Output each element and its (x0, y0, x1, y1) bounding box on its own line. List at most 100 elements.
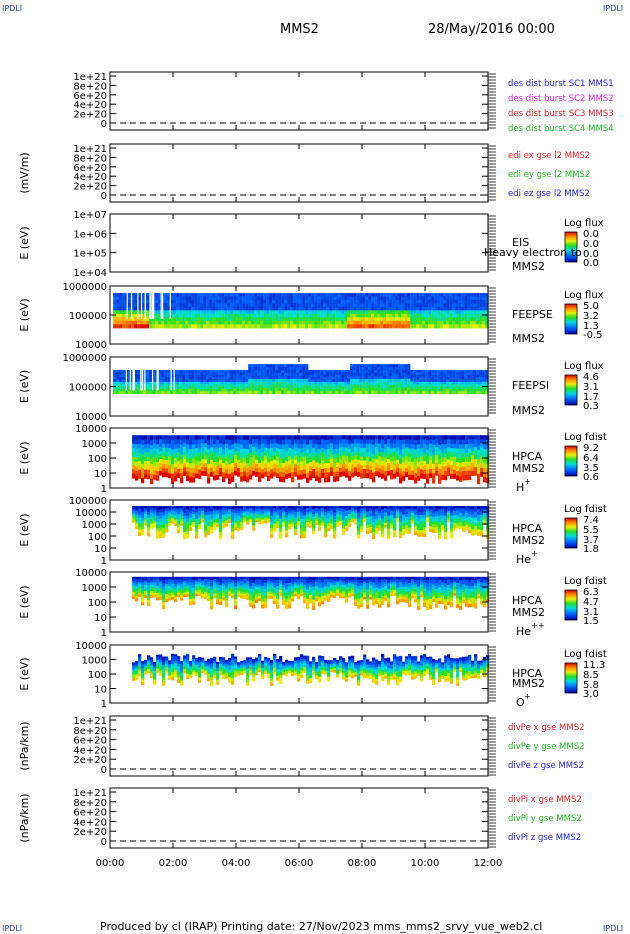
spectrogram-cell (378, 513, 382, 517)
spectrogram-cell (206, 296, 210, 301)
spectrogram-cell (162, 506, 166, 510)
spectrogram-cell (146, 306, 150, 311)
spectrogram-cell (351, 468, 355, 474)
spectrogram-cell (372, 509, 376, 514)
spectrogram-cell (326, 317, 330, 322)
spectrogram-cell (182, 372, 186, 376)
spectrogram-cell (245, 374, 249, 378)
spectrogram-cell (204, 506, 208, 510)
spectrogram-cell (281, 369, 285, 374)
spectrogram-cell (227, 384, 231, 388)
spectrogram-cell (422, 296, 426, 301)
spectrogram-cell (393, 518, 397, 522)
spectrogram-cell (326, 299, 330, 304)
spectrogram-cell (278, 310, 282, 315)
spectrogram-cell (191, 386, 195, 390)
spectrogram-cell (461, 306, 465, 311)
spectrogram-cell (378, 447, 382, 453)
spectrogram-cell (147, 435, 151, 441)
spectrogram-cell (216, 466, 220, 472)
spectrogram-cell (473, 384, 477, 388)
spectrogram-cell (228, 515, 232, 519)
spectrogram-cell (338, 324, 342, 329)
spectrogram-cell (144, 523, 148, 526)
spectrogram-cell (119, 388, 123, 392)
spectrogram-cell (260, 390, 264, 395)
spectrogram-cell (221, 386, 225, 390)
spectrogram-cell (297, 435, 301, 441)
spectrogram-cell (174, 517, 178, 521)
spectrogram-cell (438, 435, 442, 441)
spectrogram-cell (254, 320, 258, 325)
spectrogram-cell (449, 299, 453, 304)
spectrogram-cell (324, 515, 328, 519)
spectrogram-cell (303, 534, 307, 539)
spectrogram-cell (152, 369, 156, 373)
spectrogram-cell (216, 461, 220, 467)
spectrogram-cell (152, 381, 156, 385)
spectrogram-cell (263, 317, 267, 322)
spectrogram-cell (239, 386, 243, 390)
spectrogram-cell (342, 471, 346, 477)
spectrogram-cell (393, 460, 397, 466)
spectrogram-cell (461, 372, 465, 376)
spectrogram-cell (218, 384, 222, 388)
spectrogram-cell (329, 391, 333, 395)
spectrogram-cell (338, 374, 342, 378)
spectrogram-cell (327, 453, 331, 459)
spectrogram-cell (344, 372, 348, 376)
spectrogram-cell (248, 372, 252, 377)
spectrogram-cell (405, 527, 409, 531)
spectrogram-cell (228, 519, 232, 522)
spectrogram-cell (225, 510, 229, 513)
spectrogram-cell (297, 515, 301, 518)
spectrogram-cell (209, 292, 213, 298)
spectrogram-cell (167, 381, 171, 385)
spectrogram-cell (353, 310, 357, 315)
spectrogram-cell (192, 472, 196, 478)
spectrogram-cell (152, 386, 156, 390)
spectrogram-cell (332, 324, 336, 329)
spectrogram-cell (455, 324, 459, 329)
spectrogram-cell (254, 384, 258, 389)
spectrogram-cell (348, 518, 352, 521)
spectrogram-cell (215, 317, 219, 322)
spectrogram-cell (363, 507, 367, 510)
spectrogram-cell (336, 518, 340, 521)
spectrogram-cell (456, 444, 460, 450)
spectrogram-cell (420, 452, 424, 458)
spectrogram-cell (267, 462, 271, 468)
spectrogram-cell (326, 313, 330, 318)
y-tick-label: 6e+20 (73, 91, 107, 102)
spectrogram-cell (312, 519, 316, 524)
spectrogram-cell (132, 448, 136, 453)
spectrogram-cell (377, 384, 381, 389)
spectrogram-cell (356, 387, 360, 392)
spectrogram-cell (432, 444, 436, 451)
spectrogram-cell (266, 375, 270, 380)
spectrogram-cell (378, 515, 382, 519)
spectrogram-cell (477, 449, 481, 456)
spectrogram-cell (438, 444, 442, 451)
spectrogram-cell (357, 455, 361, 461)
spectrogram-cell (476, 296, 480, 301)
spectrogram-cell (224, 324, 228, 329)
spectrogram-cell (156, 528, 160, 533)
spectrogram-cell (401, 390, 405, 395)
spectrogram-cell (378, 468, 382, 474)
spectrogram-cell (119, 374, 123, 378)
spectrogram-cell (201, 463, 205, 468)
spectrogram-cell (243, 515, 247, 518)
spectrogram-cell (242, 391, 246, 395)
spectrogram-cell (444, 466, 448, 472)
spectrogram-cell (152, 377, 156, 381)
spectrogram-cell (257, 317, 261, 322)
spectrogram-cell (380, 390, 384, 395)
spectrogram-cell (219, 535, 223, 539)
spectrogram-cell (224, 386, 228, 390)
spectrogram-cell (365, 313, 369, 318)
spectrogram-cell (224, 374, 228, 378)
spectrogram-cell (405, 506, 409, 510)
spectrogram-cell (405, 459, 409, 465)
spectrogram-cell (365, 381, 369, 386)
